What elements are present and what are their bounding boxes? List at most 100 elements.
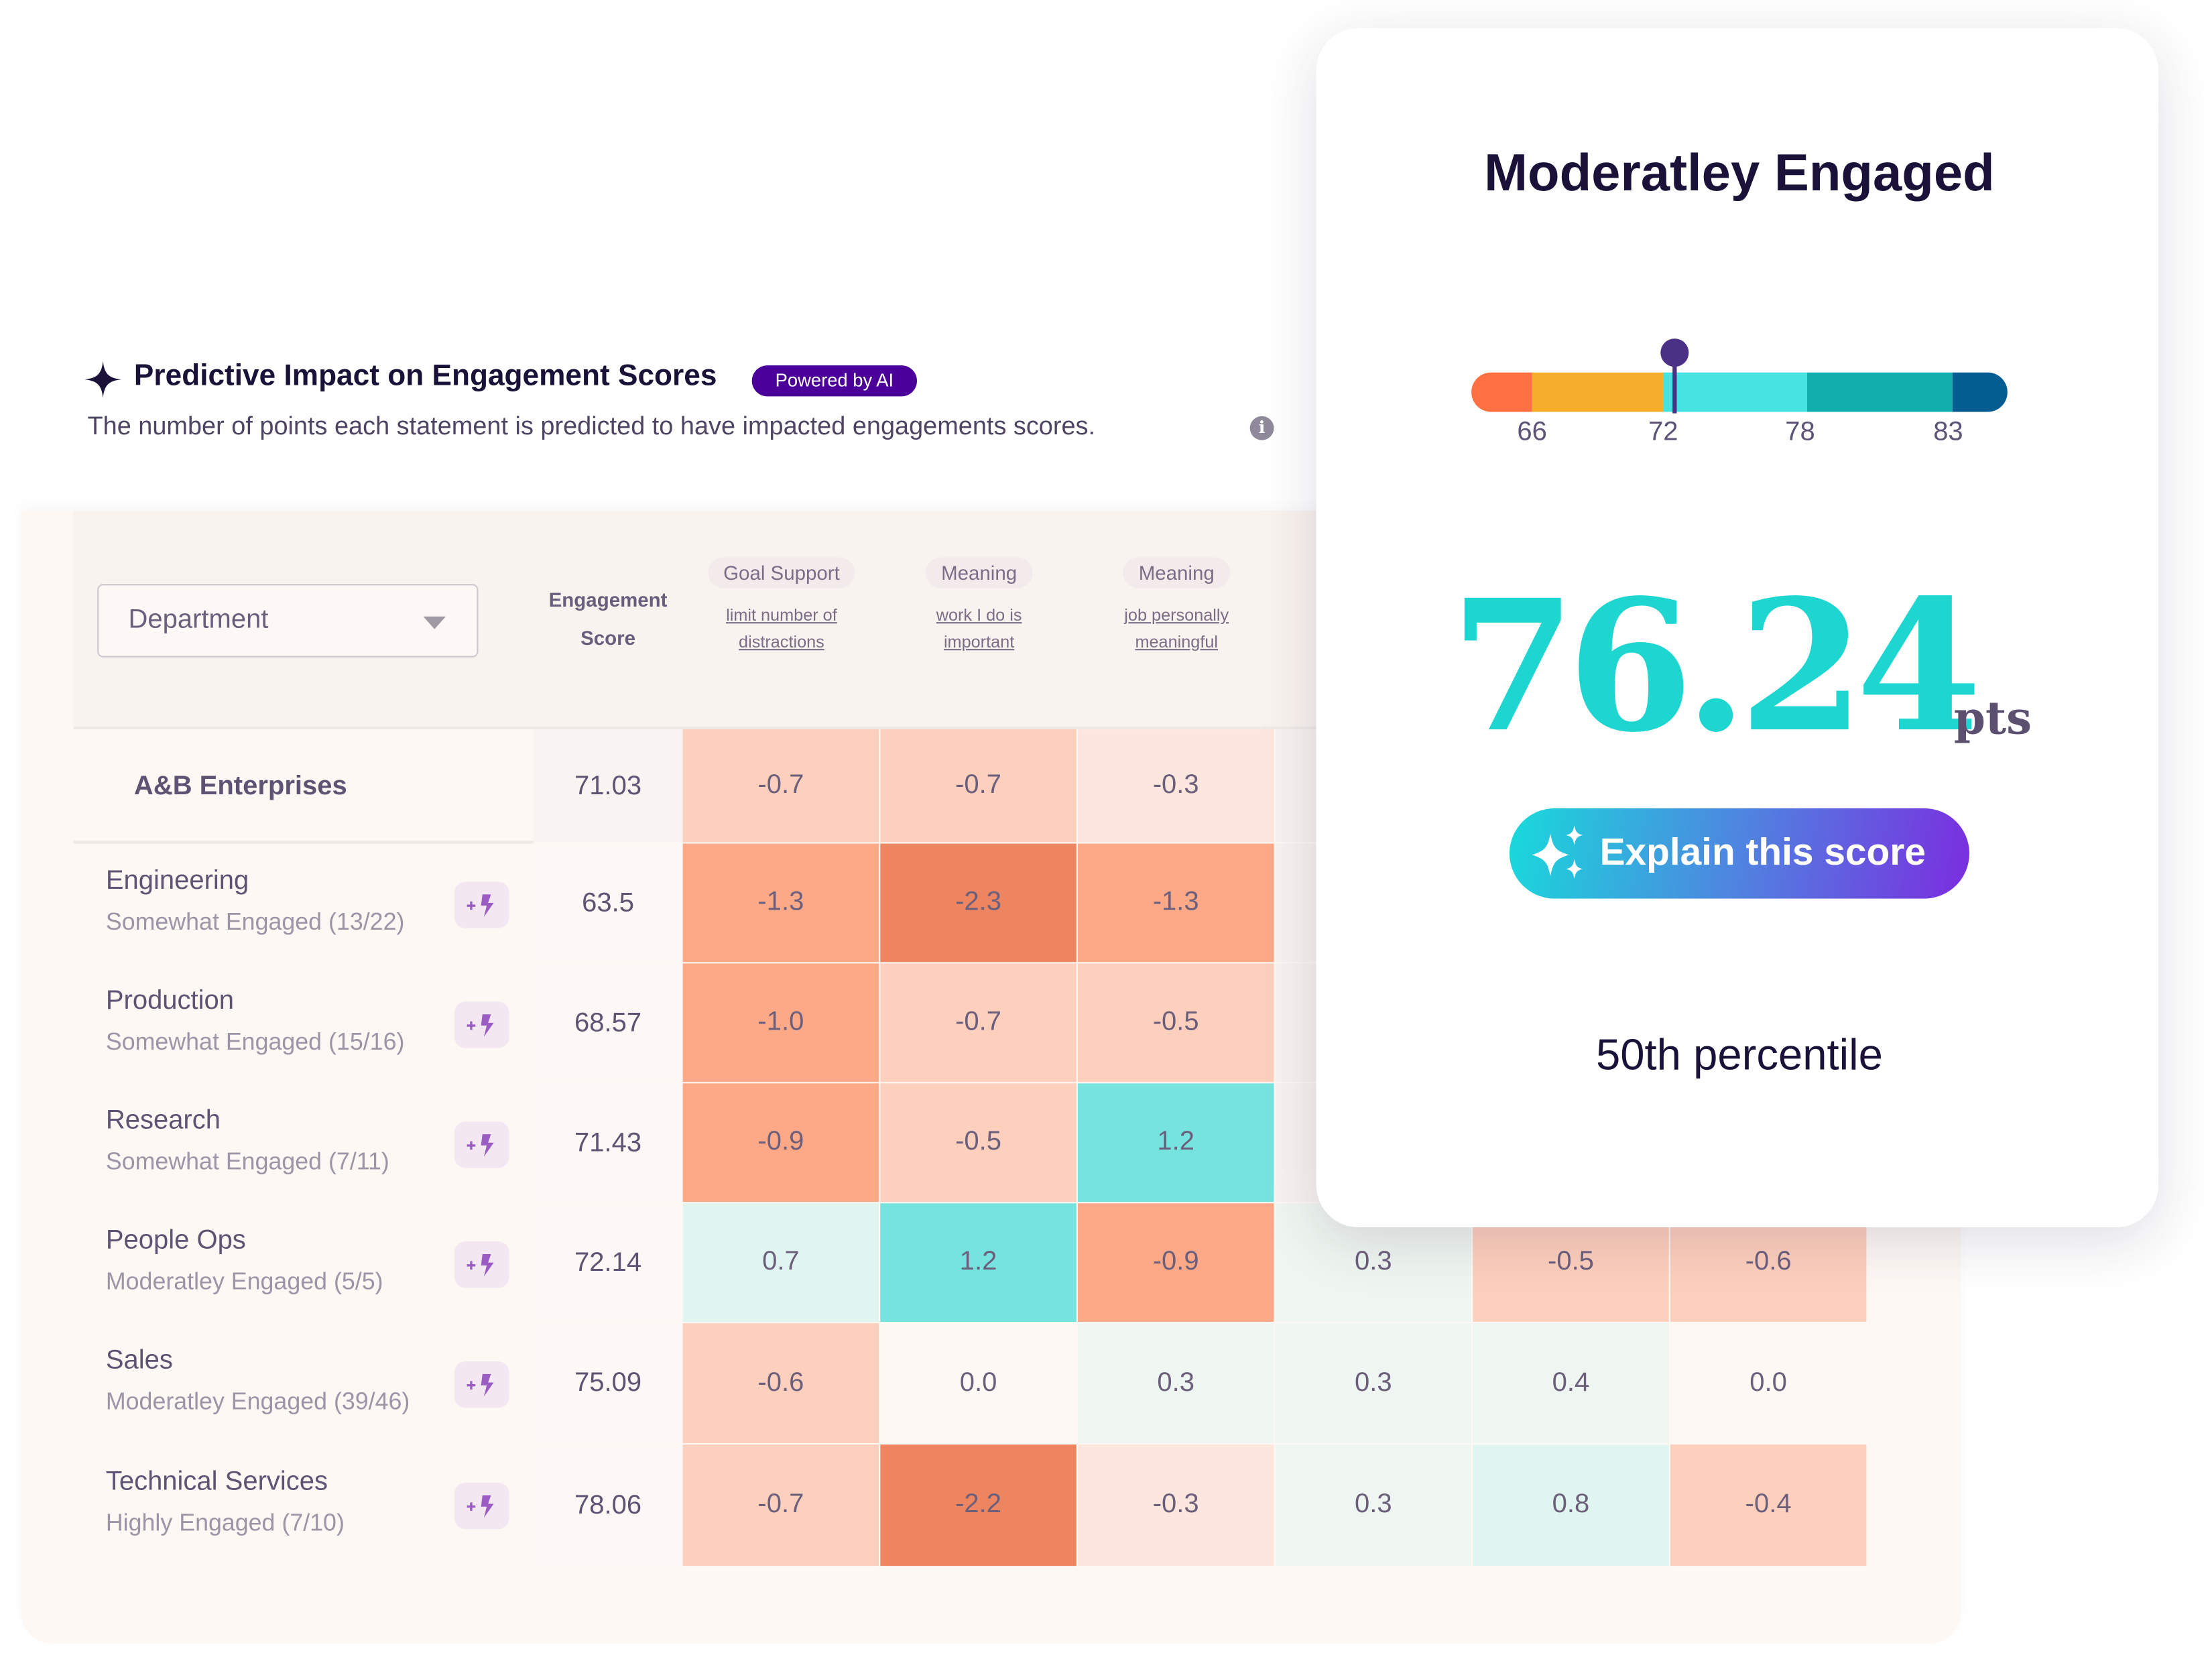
- statement-link[interactable]: limit number of distractions: [683, 603, 881, 656]
- explain-score-label: Explain this score: [1599, 830, 1926, 873]
- table-row[interactable]: Sales Moderatley Engaged (39/46): [73, 1323, 533, 1444]
- statement-line: job personally: [1124, 605, 1229, 625]
- sparkles-icon: [1532, 825, 1583, 879]
- engagement-score: 75.09: [533, 1323, 683, 1444]
- row-name: Technical Services: [105, 1467, 328, 1497]
- gauge-tick-label: 83: [1933, 417, 1963, 446]
- table-row[interactable]: Technical Services Highly Engaged (7/10): [73, 1444, 533, 1567]
- statement-line: distractions: [739, 631, 824, 652]
- plus-bolt-icon[interactable]: [454, 1482, 509, 1530]
- impact-cell[interactable]: -1.0: [682, 963, 879, 1083]
- engagement-level-title: Moderatley Engaged: [1484, 143, 1995, 202]
- dropdown-value: Department: [128, 605, 269, 635]
- gauge-segment: [1952, 372, 2008, 412]
- table-row[interactable]: Production Somewhat Engaged (15/16): [73, 963, 533, 1083]
- impact-cell[interactable]: 0.0: [959, 1368, 997, 1398]
- impact-cell[interactable]: -0.7: [880, 963, 1077, 1083]
- impact-cell[interactable]: -0.7: [880, 729, 1077, 843]
- header-line: Score: [580, 626, 636, 650]
- impact-cell[interactable]: 0.3: [1275, 1444, 1472, 1566]
- plus-bolt-icon[interactable]: [454, 1121, 509, 1168]
- engagement-score: 68.57: [533, 963, 683, 1083]
- row-engagement-level: Moderatley Engaged (39/46): [105, 1388, 410, 1415]
- engagement-score: 71.03: [533, 729, 683, 843]
- gauge-segment: [1806, 372, 1953, 412]
- row-name: People Ops: [105, 1225, 246, 1256]
- row-name: Research: [105, 1106, 221, 1136]
- row-engagement-level: Moderatley Engaged (5/5): [105, 1268, 383, 1296]
- gauge-tick-label: 66: [1517, 417, 1546, 446]
- gauge-tick-label: 72: [1648, 417, 1678, 446]
- header-line: Engagement: [548, 588, 668, 611]
- impact-cell[interactable]: -1.3: [1077, 843, 1274, 963]
- group-by-dropdown[interactable]: Department: [97, 584, 479, 658]
- category-pill: Meaning: [1123, 557, 1230, 589]
- impact-cell[interactable]: 0.8: [1473, 1444, 1669, 1566]
- gauge-marker: [1660, 338, 1689, 367]
- row-name: Engineering: [105, 866, 249, 896]
- gauge-segment: [1663, 372, 1807, 412]
- impact-cell[interactable]: 1.2: [880, 1203, 1077, 1322]
- impact-cell[interactable]: -0.6: [682, 1323, 879, 1444]
- row-name: A&B Enterprises: [133, 772, 347, 802]
- sparkle-icon: [84, 361, 121, 398]
- row-name: Sales: [105, 1345, 173, 1375]
- row-engagement-level: Somewhat Engaged (7/11): [105, 1148, 389, 1176]
- table-row[interactable]: People Ops Moderatley Engaged (5/5): [73, 1203, 533, 1323]
- explain-score-button[interactable]: Explain this score: [1509, 808, 1970, 899]
- impact-cell[interactable]: 1.2: [1077, 1083, 1274, 1202]
- gauge-segment: [1532, 372, 1664, 412]
- impact-cell[interactable]: -2.2: [880, 1444, 1077, 1566]
- ai-badge: Powered by AI: [751, 365, 917, 397]
- impact-cell[interactable]: -2.3: [880, 843, 1077, 963]
- category-pill: Goal Support: [707, 557, 855, 589]
- engagement-score: 72.14: [533, 1203, 683, 1322]
- impact-cell[interactable]: -0.4: [1670, 1444, 1867, 1566]
- gauge-tick-label: 78: [1785, 417, 1815, 446]
- column-header[interactable]: Goal Support limit number of distractions: [683, 557, 881, 656]
- table-row[interactable]: Research Somewhat Engaged (7/11): [73, 1083, 533, 1203]
- row-engagement-level: Somewhat Engaged (15/16): [105, 1028, 405, 1056]
- impact-cell[interactable]: -0.3: [1077, 729, 1274, 843]
- impact-cell[interactable]: 0.0: [1749, 1368, 1787, 1398]
- table-row[interactable]: Engineering Somewhat Engaged (13/22): [73, 844, 533, 964]
- table-row[interactable]: A&B Enterprises: [73, 729, 534, 844]
- impact-cell[interactable]: 0.3: [1275, 1323, 1472, 1444]
- column-header[interactable]: Meaning work I do is important: [880, 557, 1078, 656]
- plus-bolt-icon[interactable]: [454, 881, 509, 928]
- impact-cell[interactable]: -0.9: [1077, 1203, 1274, 1322]
- impact-cell[interactable]: -0.5: [880, 1083, 1077, 1202]
- impact-cell[interactable]: 0.3: [1077, 1323, 1274, 1444]
- statement-line: meaningful: [1135, 631, 1219, 652]
- page-title: Predictive Impact on Engagement Scores: [133, 359, 717, 393]
- statement-line: work I do is: [936, 605, 1022, 625]
- impact-cell[interactable]: -0.3: [1077, 1444, 1274, 1566]
- gauge-segment: [1471, 372, 1532, 412]
- row-name: Production: [105, 986, 235, 1016]
- impact-cell[interactable]: 0.7: [682, 1203, 879, 1322]
- impact-cell[interactable]: -0.9: [682, 1083, 879, 1202]
- engagement-gauge: 66 72 78 83: [1471, 338, 2008, 446]
- statement-link[interactable]: job personally meaningful: [1078, 603, 1276, 656]
- plus-bolt-icon[interactable]: [454, 1001, 509, 1048]
- impact-cell[interactable]: -0.5: [1077, 963, 1274, 1083]
- percentile-label: 50th percentile: [1595, 1030, 1883, 1080]
- impact-cell[interactable]: 0.4: [1473, 1323, 1669, 1444]
- plus-bolt-icon[interactable]: [454, 1361, 509, 1408]
- statement-link[interactable]: work I do is important: [880, 603, 1078, 656]
- statement-line: limit number of: [726, 605, 837, 625]
- row-engagement-level: Somewhat Engaged (13/22): [105, 908, 405, 936]
- statement-line: important: [943, 631, 1015, 652]
- plus-bolt-icon[interactable]: [454, 1241, 509, 1288]
- info-icon[interactable]: i: [1249, 416, 1274, 440]
- score-value: 76.24: [1450, 561, 1982, 774]
- score-card: [1316, 28, 2159, 1228]
- impact-cell[interactable]: -0.7: [682, 1444, 879, 1566]
- engagement-score: 78.06: [533, 1444, 683, 1566]
- column-header[interactable]: Meaning job personally meaningful: [1078, 557, 1276, 656]
- impact-cell[interactable]: -1.3: [682, 843, 879, 963]
- engagement-score: 71.43: [533, 1083, 683, 1202]
- impact-cell[interactable]: -0.7: [682, 729, 879, 843]
- chevron-down-icon: [423, 616, 446, 629]
